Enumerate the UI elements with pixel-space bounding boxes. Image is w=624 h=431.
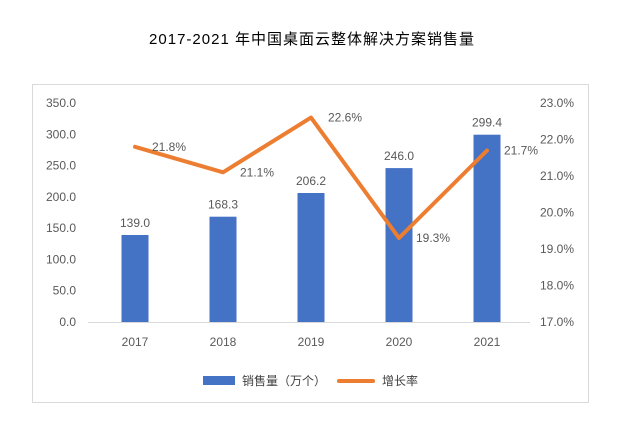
right-axis-tick-3: 20.0%: [540, 206, 574, 220]
bar-2021: [473, 134, 501, 322]
left-axis-tick-6: 50.0: [53, 284, 77, 298]
right-axis-tick-4: 19.0%: [540, 242, 574, 256]
right-axis-tick-6: 17.0%: [540, 315, 574, 329]
left-axis-tick-0: 350.0: [46, 96, 76, 110]
bar-2018: [209, 216, 237, 322]
growth-point-label-2017: 21.8%: [152, 140, 186, 154]
growth-rate-line: [133, 115, 489, 240]
category-label-2019: 2019: [298, 335, 325, 349]
bar-2020: [385, 168, 413, 322]
category-label-2017: 2017: [122, 335, 149, 349]
right-axis-tick-5: 18.0%: [540, 279, 574, 293]
growth-point-label-2020: 19.3%: [416, 231, 450, 245]
left-axis-tick-1: 300.0: [46, 127, 76, 141]
growth-point-label-2018: 21.1%: [240, 165, 274, 179]
plot-area: 350.0 300.0 250.0 200.0 150.0 100.0 50.0 0.0 23.…: [46, 96, 574, 349]
right-axis-tick-1: 22.0%: [540, 133, 574, 147]
growth-point-label-2021: 21.7%: [504, 143, 538, 157]
left-axis-tick-7: 0.0: [59, 315, 76, 329]
right-axis-tick-0: 23.0%: [540, 96, 574, 110]
legend-label-sales: 销售量（万个）: [241, 374, 326, 388]
legend-bar-swatch-icon: [202, 376, 235, 385]
category-label-2020: 2020: [386, 335, 413, 349]
bar-2019: [297, 193, 325, 322]
bar-value-label-2019: 206.2: [296, 174, 326, 188]
left-axis-tick-3: 200.0: [46, 190, 76, 204]
legend: 销售量（万个） 增长率: [33, 372, 588, 389]
chart-frame: 350.0 300.0 250.0 200.0 150.0 100.0 50.0 0.0 23.…: [32, 84, 589, 403]
category-label-2021: 2021: [474, 335, 501, 349]
chart-title: 2017-2021 年中国桌面云整体解决方案销售量: [149, 31, 475, 48]
right-axis-tick-2: 21.0%: [540, 169, 574, 183]
left-axis-tick-2: 250.0: [46, 159, 76, 173]
legend-line-swatch-icon: [337, 378, 375, 383]
legend-label-growth: 增长率: [382, 374, 419, 388]
bar-value-label-2021: 299.4: [472, 116, 502, 130]
bar-value-label-2018: 168.3: [208, 198, 238, 212]
category-label-2018: 2018: [210, 335, 237, 349]
bar-value-label-2020: 246.0: [384, 149, 414, 163]
left-axis-tick-5: 100.0: [46, 252, 76, 266]
bar-2017: [121, 235, 149, 322]
left-axis-tick-4: 150.0: [46, 221, 76, 235]
bar-value-label-2017: 139.0: [120, 216, 150, 230]
growth-point-label-2019: 22.6%: [328, 111, 362, 125]
